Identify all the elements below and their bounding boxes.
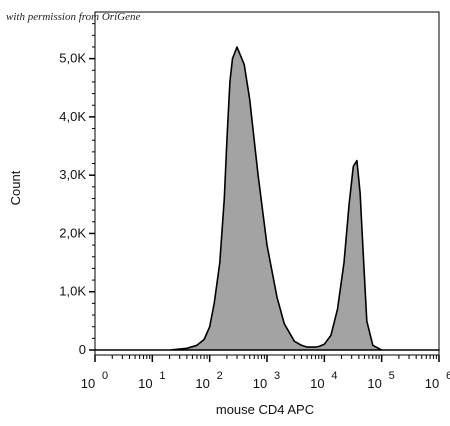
- x-tick-label-base: 10: [195, 376, 209, 391]
- y-tick-label: 5,0K: [59, 51, 86, 66]
- y-tick-label: 2,0K: [59, 225, 86, 240]
- x-axis: 10 0 10 1 10 2 10 3 10 4 10 5 10 6: [81, 355, 450, 391]
- x-tick-label-exponent: 4: [331, 370, 337, 382]
- y-axis: 0 1,0K 2,0K 3,0K 4,0K 5,0K: [59, 23, 95, 357]
- x-axis-title: mouse CD4 APC: [216, 402, 314, 417]
- y-tick-label: 1,0K: [59, 284, 86, 299]
- x-tick-label-exponent: 0: [102, 370, 108, 382]
- histogram-area-0: [94, 46, 440, 351]
- x-tick-label-base: 10: [138, 376, 152, 391]
- x-tick-label-base: 10: [310, 376, 324, 391]
- x-tick-label-exponent: 1: [159, 370, 165, 382]
- x-tick-label-exponent: 2: [217, 370, 223, 382]
- y-axis-title: Count: [8, 170, 23, 205]
- x-tick-label-exponent: 3: [274, 370, 280, 382]
- y-tick-label: 0: [79, 342, 86, 357]
- x-tick-label-base: 10: [253, 376, 267, 391]
- x-tick-label-base: 10: [81, 376, 95, 391]
- y-tick-label: 4,0K: [59, 109, 86, 124]
- x-tick-label-exponent: 5: [389, 370, 395, 382]
- x-tick-label-exponent: 6: [446, 370, 450, 382]
- y-tick-label: 3,0K: [59, 167, 86, 182]
- histogram-series: [94, 46, 440, 351]
- watermark: with permission from OriGene: [6, 11, 140, 23]
- x-tick-label-base: 10: [367, 376, 381, 391]
- x-tick-label-base: 10: [425, 376, 439, 391]
